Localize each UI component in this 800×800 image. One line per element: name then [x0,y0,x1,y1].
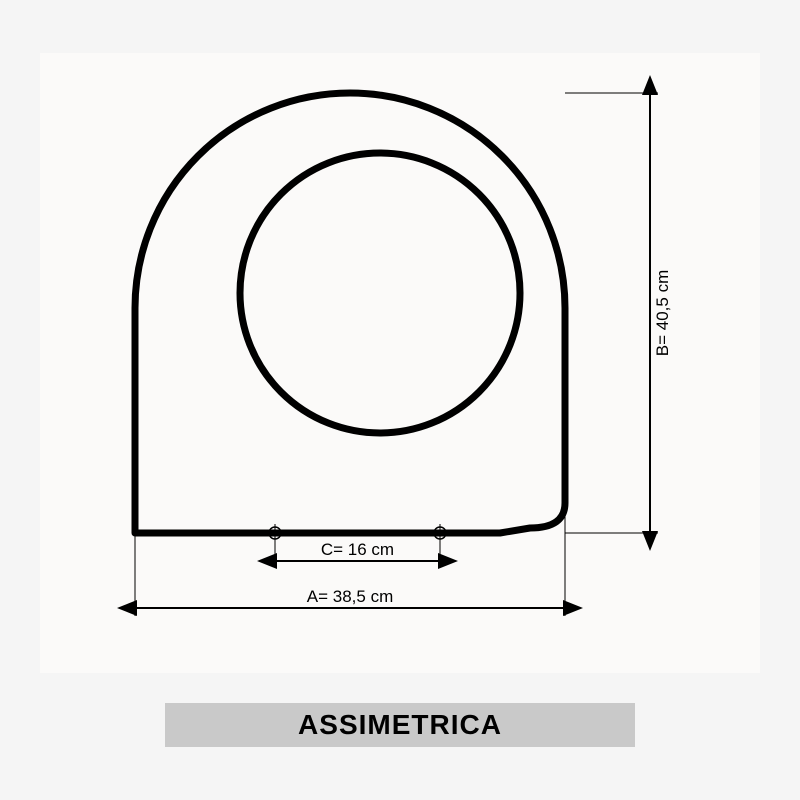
title-bar: ASSIMETRICA [165,703,635,747]
dim-c-label: C= 16 cm [321,540,394,559]
technical-drawing: C= 16 cm A= 38,5 cm B= 40,5 cm [40,53,760,673]
seat-diagram-svg: C= 16 cm A= 38,5 cm B= 40,5 cm [40,53,760,673]
dim-a-label: A= 38,5 cm [307,587,393,606]
dim-b-label: B= 40,5 cm [653,270,672,356]
seat-inner-circle [240,153,520,433]
model-title: ASSIMETRICA [298,709,502,740]
